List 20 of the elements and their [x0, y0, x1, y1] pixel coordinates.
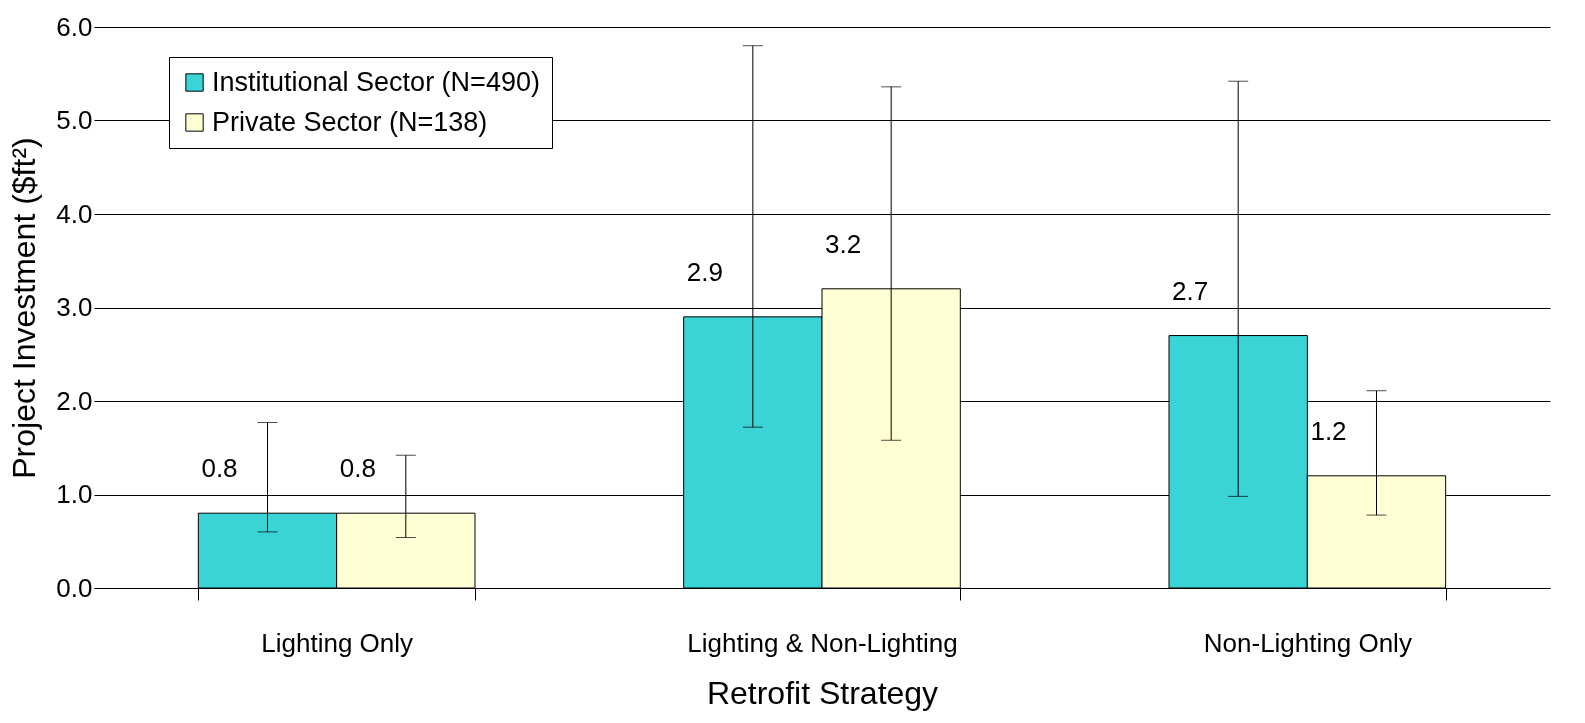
y-tick-label: 2.0	[56, 385, 93, 416]
x-tick-label: Lighting Only	[261, 627, 414, 658]
x-tick-label: Non-Lighting Only	[1203, 627, 1412, 658]
data-label: 0.8	[201, 453, 238, 484]
y-tick-label: 4.0	[56, 198, 93, 229]
data-label: 2.7	[1172, 275, 1209, 306]
x-axis-title: Retrofit Strategy	[706, 674, 939, 711]
y-tick-label: 0.0	[56, 572, 93, 603]
data-label: 2.9	[686, 256, 723, 287]
x-tick-label: Lighting & Non-Lighting	[687, 627, 958, 658]
y-axis-title: Project Investment ($ft²)	[6, 137, 43, 479]
legend-label: Institutional Sector (N=490)	[212, 66, 540, 97]
y-tick-label: 5.0	[56, 105, 93, 135]
y-tick-label: 3.0	[56, 292, 93, 322]
y-tick-label: 6.0	[56, 11, 93, 42]
data-label: 0.8	[339, 453, 376, 484]
legend-label: Private Sector (N=138)	[212, 106, 488, 137]
data-label: 1.2	[1310, 415, 1347, 446]
data-label: 3.2	[825, 228, 862, 259]
y-tick-label: 1.0	[56, 479, 93, 509]
